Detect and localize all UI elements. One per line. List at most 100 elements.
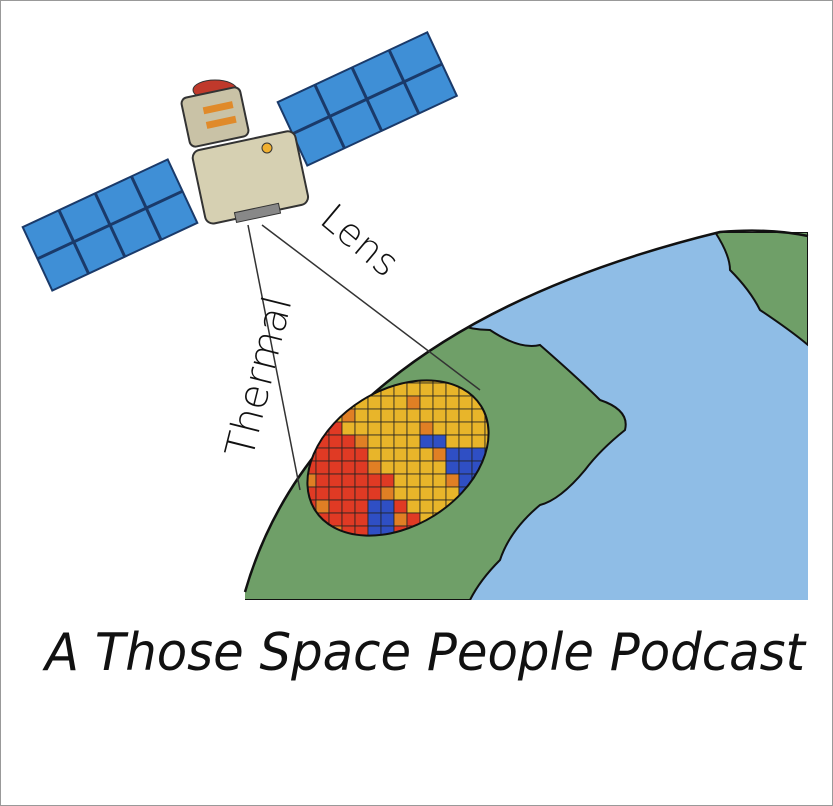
thermal-cell [394, 448, 407, 461]
thermal-cell [407, 396, 420, 409]
thermal-cell [368, 448, 381, 461]
thermal-cell [394, 409, 407, 422]
thermal-cell [342, 435, 355, 448]
thermal-cell [368, 513, 381, 526]
thermal-cell [407, 435, 420, 448]
thermal-cell [368, 487, 381, 500]
thermal-cell [394, 396, 407, 409]
thermal-cell [420, 409, 433, 422]
page: Thermal Lens A Those Space People Podcas… [0, 0, 833, 806]
cover-art: Thermal Lens A Those Space People Podcas… [0, 0, 833, 806]
thermal-cell [355, 422, 368, 435]
thermal-cell [420, 461, 433, 474]
thermal-cell [420, 487, 433, 500]
thermal-cell [459, 435, 472, 448]
thermal-cell [433, 396, 446, 409]
thermal-cell [342, 513, 355, 526]
thermal-cell [394, 500, 407, 513]
thermal-cell [420, 448, 433, 461]
thermal-cell [446, 435, 459, 448]
thermal-cell [433, 487, 446, 500]
thermal-cell [342, 487, 355, 500]
thermal-cell [433, 422, 446, 435]
thermal-cell [329, 448, 342, 461]
thermal-cell [394, 487, 407, 500]
thermal-cell [381, 409, 394, 422]
thermal-cell [368, 409, 381, 422]
thermal-cell [407, 474, 420, 487]
thermal-cell [433, 448, 446, 461]
thermal-cell [381, 461, 394, 474]
thermal-cell [316, 474, 329, 487]
thermal-cell [329, 487, 342, 500]
thermal-cell [446, 474, 459, 487]
thermal-cell [420, 396, 433, 409]
thermal-cell [355, 474, 368, 487]
thermal-cell [446, 409, 459, 422]
thermal-cell [394, 513, 407, 526]
thermal-cell [394, 474, 407, 487]
thermal-cell [420, 383, 433, 396]
thermal-cell [342, 461, 355, 474]
thermal-cell [459, 396, 472, 409]
thermal-cell [342, 500, 355, 513]
thermal-cell [368, 474, 381, 487]
thermal-cell [329, 461, 342, 474]
thermal-cell [381, 422, 394, 435]
thermal-cell [329, 474, 342, 487]
thermal-cell [459, 422, 472, 435]
thermal-cell [342, 422, 355, 435]
thermal-cell [316, 461, 329, 474]
thermal-cell [381, 474, 394, 487]
thermal-cell [420, 422, 433, 435]
thermal-cell [368, 435, 381, 448]
thermal-cell [407, 422, 420, 435]
thermal-cell [381, 435, 394, 448]
thermal-cell [407, 409, 420, 422]
thermal-cell [420, 500, 433, 513]
thermal-cell [394, 461, 407, 474]
thermal-cell [381, 487, 394, 500]
thermal-cell [381, 513, 394, 526]
thermal-cell [329, 435, 342, 448]
thermal-cell [433, 409, 446, 422]
thermal-cell [420, 435, 433, 448]
thermal-cell [316, 500, 329, 513]
thermal-cell [446, 422, 459, 435]
thermal-cell [342, 448, 355, 461]
thermal-cell [472, 422, 485, 435]
thermal-cell [433, 435, 446, 448]
thermal-cell [329, 500, 342, 513]
thermal-cell [329, 513, 342, 526]
thermal-cell [446, 448, 459, 461]
thermal-cell [355, 513, 368, 526]
thermal-cell [355, 448, 368, 461]
thermal-cell [368, 461, 381, 474]
thermal-cell [316, 487, 329, 500]
thermal-cell [394, 435, 407, 448]
thermal-cell [407, 448, 420, 461]
thermal-cell [394, 422, 407, 435]
thermal-cell [420, 474, 433, 487]
thermal-cell [472, 435, 485, 448]
thermal-cell [433, 474, 446, 487]
thermal-cell [368, 500, 381, 513]
thermal-cell [355, 500, 368, 513]
thermal-cell [407, 487, 420, 500]
thermal-cell [459, 409, 472, 422]
thermal-cell [368, 422, 381, 435]
thermal-cell [355, 487, 368, 500]
thermal-cell [355, 435, 368, 448]
thermal-cell [407, 461, 420, 474]
thermal-cell [368, 396, 381, 409]
thermal-cell [407, 500, 420, 513]
thermal-cell [459, 448, 472, 461]
thermal-cell [446, 461, 459, 474]
thermal-cell [381, 500, 394, 513]
thermal-cell [433, 461, 446, 474]
thermal-cell [316, 448, 329, 461]
thermal-cell [446, 396, 459, 409]
thermal-cell [342, 474, 355, 487]
thermal-cell [355, 409, 368, 422]
thermal-cell [407, 383, 420, 396]
